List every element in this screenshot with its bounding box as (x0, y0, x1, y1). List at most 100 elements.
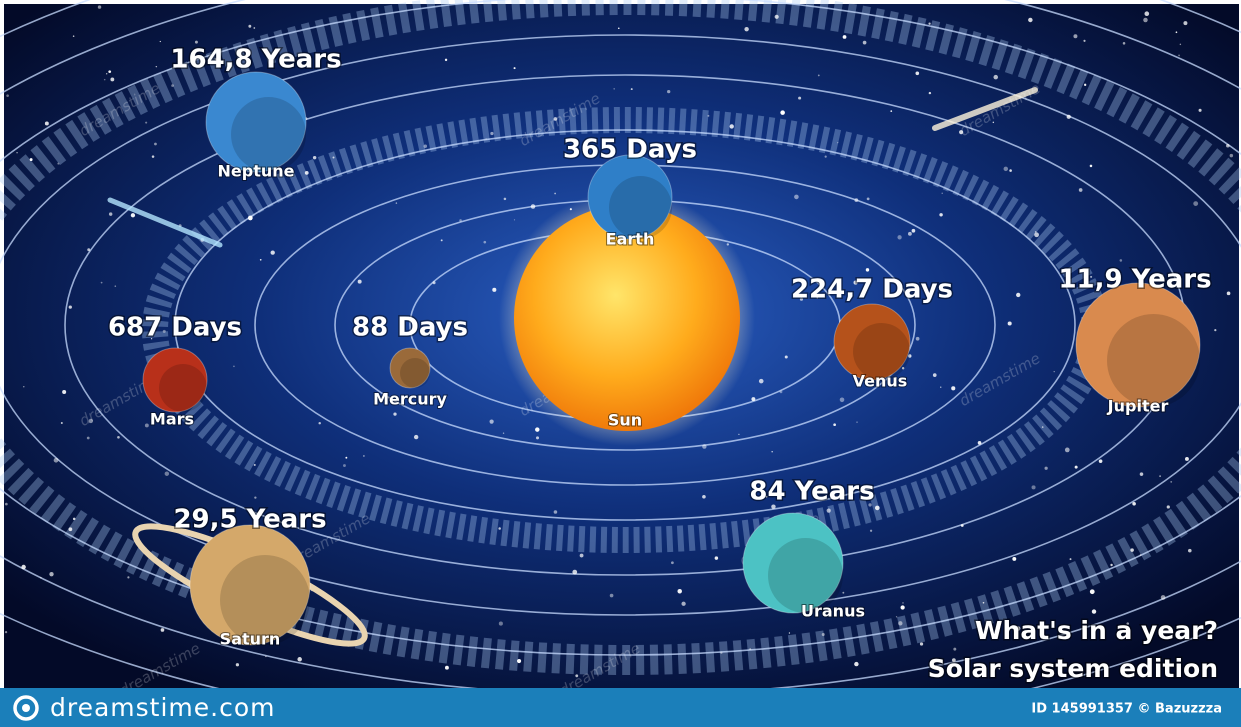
planet-shade (159, 364, 207, 412)
star (631, 88, 633, 90)
star (897, 235, 901, 239)
star (780, 390, 783, 393)
star (1193, 201, 1198, 206)
star (498, 527, 500, 529)
star (1042, 426, 1044, 428)
star (912, 229, 916, 233)
star (1167, 505, 1170, 508)
star (993, 75, 998, 80)
star (1144, 11, 1149, 16)
star (503, 433, 504, 434)
star (57, 163, 59, 165)
star (490, 132, 493, 135)
star (165, 472, 169, 476)
star (771, 451, 772, 452)
planet-name: Jupiter (1107, 397, 1169, 416)
star (827, 509, 831, 513)
star (915, 72, 919, 76)
star (1226, 144, 1230, 148)
star (854, 662, 858, 666)
star (1140, 554, 1142, 556)
star (6, 94, 9, 97)
star (109, 212, 112, 215)
star (1075, 466, 1078, 469)
star (154, 143, 157, 146)
star (236, 663, 239, 666)
star (1008, 321, 1012, 325)
star (1045, 467, 1048, 470)
star (160, 41, 161, 42)
star (822, 633, 825, 636)
star (40, 577, 42, 579)
planet-name: Venus (853, 372, 908, 391)
star (145, 423, 149, 427)
star (260, 259, 262, 261)
star (233, 366, 235, 368)
star (1178, 54, 1180, 56)
star (504, 198, 507, 201)
star (152, 155, 155, 158)
star (953, 648, 956, 651)
star (115, 285, 116, 286)
star (127, 576, 129, 578)
star (715, 556, 718, 559)
star (928, 23, 930, 25)
star (358, 280, 362, 284)
star (21, 565, 25, 569)
star (785, 356, 788, 359)
star (942, 193, 943, 194)
star (1130, 548, 1133, 551)
footer-brand: dreamstime.com (50, 693, 276, 722)
star (933, 373, 937, 377)
star (110, 78, 114, 82)
star (424, 145, 427, 148)
star (875, 506, 880, 511)
poster: dreamstimedreamstimedreamstimedreamstime… (0, 0, 1241, 727)
star (856, 421, 857, 422)
star (1183, 21, 1187, 25)
star (920, 642, 923, 645)
star (1083, 40, 1085, 42)
star (759, 379, 764, 384)
page: dreamstimedreamstimedreamstimedreamstime… (0, 0, 1241, 727)
star (1110, 564, 1112, 566)
star (951, 386, 955, 390)
star (393, 413, 396, 416)
star (536, 436, 539, 439)
star (49, 572, 53, 576)
footer-id: ID 145991357 © Bazuzzza (1031, 702, 1222, 717)
star (1004, 167, 1008, 171)
star (983, 602, 985, 604)
star (618, 27, 620, 29)
star (1214, 329, 1216, 331)
star (104, 79, 106, 81)
star (896, 616, 897, 617)
star (490, 419, 494, 423)
star (798, 97, 801, 100)
star (171, 84, 174, 87)
star (254, 464, 256, 466)
star (1227, 292, 1231, 296)
star (1090, 165, 1093, 168)
star (978, 441, 982, 445)
star (1230, 154, 1233, 157)
planet-name: Mars (150, 410, 194, 429)
star (253, 27, 255, 29)
star (580, 554, 584, 558)
star (867, 197, 870, 200)
star (445, 666, 449, 670)
sun-label: Sun (608, 411, 642, 430)
star (1016, 293, 1020, 297)
star (1159, 475, 1161, 477)
star (1092, 609, 1096, 613)
star (117, 436, 120, 439)
star (825, 156, 827, 158)
star (901, 605, 905, 609)
star (702, 444, 706, 448)
star (1084, 84, 1086, 86)
star (738, 434, 739, 435)
star (535, 427, 539, 431)
star (842, 592, 844, 594)
star (483, 241, 486, 244)
star (69, 527, 73, 531)
